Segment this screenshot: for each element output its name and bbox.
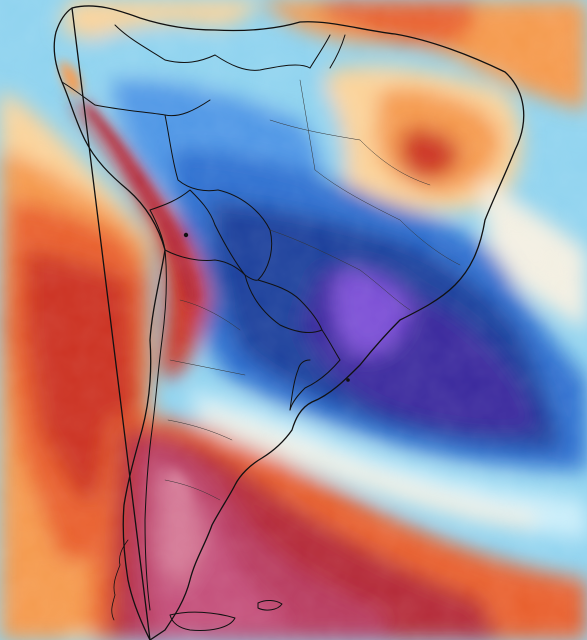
border-chile-bolivia (149, 209, 166, 251)
border-paraguay-argentina (244, 274, 323, 333)
border-uruguay-argentina (289, 359, 311, 411)
border-peru-bolivia (149, 189, 216, 226)
continent-coastline (53, 5, 525, 640)
border-chile-argentina (144, 249, 167, 611)
argentina-province-lines (164, 299, 246, 501)
border-guianas (309, 34, 346, 69)
tierra-del-fuego (169, 611, 236, 631)
border-brazil-uruguay (289, 359, 341, 411)
border-brazil-argentina (321, 329, 341, 361)
border-venezuela-brazil (214, 54, 311, 71)
border-peru-brazil (164, 114, 219, 192)
chile-fjord-coast (111, 539, 129, 621)
lake-titicaca (183, 232, 189, 238)
border-paraguay-brazil (257, 279, 323, 331)
country-borders (53, 5, 525, 640)
border-ecuador-peru (61, 81, 96, 106)
falkland-islands (257, 600, 283, 611)
brazil-state-lines (269, 79, 461, 311)
lagoa-dos-patos (346, 378, 350, 382)
inland-water (183, 232, 350, 382)
border-colombia-venezuela (114, 24, 216, 63)
border-argentina-bolivia (164, 249, 246, 276)
